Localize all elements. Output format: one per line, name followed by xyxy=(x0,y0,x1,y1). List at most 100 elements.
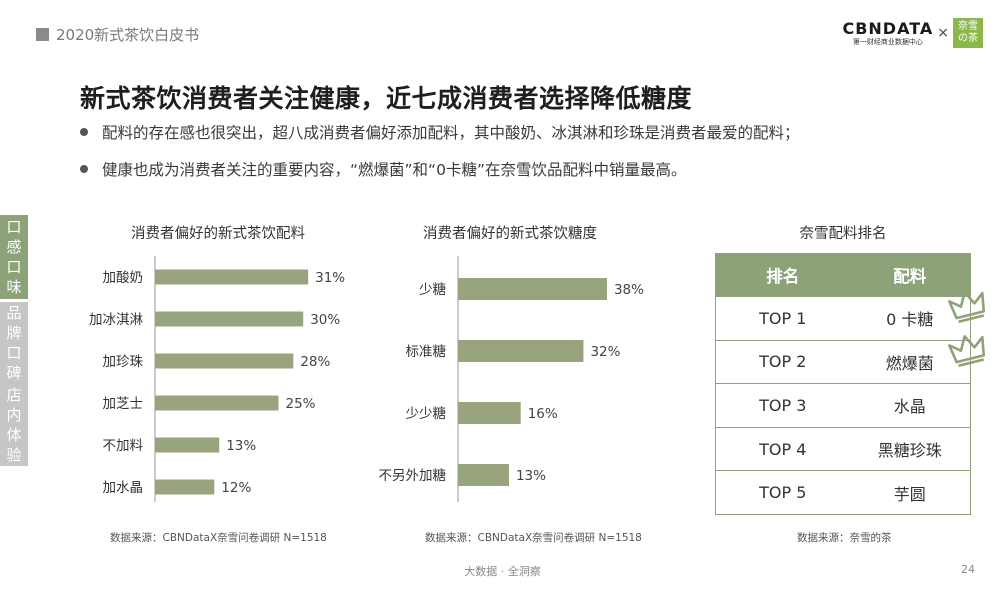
chart-bar xyxy=(458,278,607,300)
brand-logos: CBNDATA 第一财经商业数据中心 × 奈雪の茶 xyxy=(842,18,983,48)
ranking-row: TOP 2 燃爆菌 xyxy=(715,334,986,384)
ranking-rank-cell: TOP 5 xyxy=(715,470,850,515)
side-tab-char: 口 xyxy=(6,258,22,276)
side-tab-char: 牌 xyxy=(6,324,22,342)
chart-value-label: 30% xyxy=(310,312,340,328)
bullet-text: 配料的存在感也很突出，超八成消费者偏好添加配料，其中酸奶、冰淇淋和珍珠是消费者最… xyxy=(102,124,800,142)
chart-category-label: 少糖 xyxy=(419,282,446,298)
chart-value-label: 31% xyxy=(315,270,345,286)
chart-bar xyxy=(155,353,294,369)
chart-category-label: 加水晶 xyxy=(103,480,144,496)
chart-category-label: 加冰淇淋 xyxy=(89,312,143,328)
chart-bar xyxy=(458,464,509,486)
report-title: 2020新式茶饮白皮书 xyxy=(56,26,200,44)
chart-value-label: 13% xyxy=(516,468,546,484)
chart-category-label: 加酸奶 xyxy=(103,270,144,286)
chart-sugar-source: 数据来源：CBNDataX奈雪问卷调研 N=1518 xyxy=(425,532,642,544)
ranking-item-cell: 水晶 xyxy=(849,383,971,428)
chart-toppings-source: 数据来源：CBNDataX奈雪问卷调研 N=1518 xyxy=(110,532,327,544)
chart-toppings: 加酸奶 31% 加冰淇淋 30% 加珍珠 28% 加芝士 25% 不加料 13% 加水晶 12% xyxy=(89,256,345,502)
chart-bar xyxy=(155,479,215,495)
times-sign: × xyxy=(937,25,949,41)
side-tab-char: 口 xyxy=(6,344,22,362)
side-tab-char: 店 xyxy=(6,386,22,404)
ranking-rank-cell: TOP 1 xyxy=(715,296,850,341)
page-number: 24 xyxy=(961,563,975,576)
side-tab-char: 碑 xyxy=(6,364,22,382)
ranking-item-cell: 黑糖珍珠 xyxy=(849,426,971,471)
ranking-item-cell: 燃爆菌 xyxy=(849,334,986,384)
side-tab-char: 感 xyxy=(6,238,22,256)
chart-category-label: 加珍珠 xyxy=(103,354,144,370)
side-tab-char: 口 xyxy=(6,218,22,236)
ranking-rank-cell: TOP 4 xyxy=(715,426,850,471)
crown-icon xyxy=(948,334,986,367)
cbndata-wordmark: CBNDATA xyxy=(842,18,934,38)
bullet-dot-icon xyxy=(80,128,88,136)
report-header: 2020新式茶饮白皮书 xyxy=(36,24,199,45)
bullet-item: 健康也成为消费者关注的重要内容，“燃爆菌”和“0卡糖”在奈雪饮品配料中销量最高。 xyxy=(80,158,800,180)
chart-value-label: 38% xyxy=(614,282,644,298)
chart-category-label: 标准糖 xyxy=(406,344,447,360)
chart-sugar-title: 消费者偏好的新式茶饮糖度 xyxy=(423,226,597,242)
ranking-rank-cell: TOP 3 xyxy=(715,383,850,428)
side-tab-char: 品 xyxy=(6,304,22,322)
footer-slogan: 大数据 · 全洞察 xyxy=(464,565,541,578)
chart-bar xyxy=(458,402,521,424)
ranking-row: TOP 3 水晶 xyxy=(715,383,971,428)
chart-bar xyxy=(155,395,279,411)
chart-category-label: 少少糖 xyxy=(406,406,447,422)
header-square-icon xyxy=(36,28,49,41)
ranking-row: TOP 1 0 卡糖 xyxy=(715,291,986,341)
chart-value-label: 12% xyxy=(221,480,251,496)
chart-category-label: 不另外加糖 xyxy=(379,468,447,484)
side-tab-store[interactable]: 店 内 体 验 xyxy=(0,384,28,466)
side-tab-taste[interactable]: 口 感 口 味 xyxy=(0,215,28,299)
chart-toppings-title: 消费者偏好的新式茶饮配料 xyxy=(131,226,305,242)
side-tab-char: 味 xyxy=(6,278,22,296)
ranking-item-label: 水晶 xyxy=(893,397,926,417)
ranking-header-rank: 排名 xyxy=(715,253,850,297)
ranking-source: 数据来源：奈雪的茶 xyxy=(797,532,892,544)
ranking-item-cell: 芋圆 xyxy=(849,470,971,515)
bullet-list: 配料的存在感也很突出，超八成消费者偏好添加配料，其中酸奶、冰淇淋和珍珠是消费者最… xyxy=(80,121,800,195)
chart-category-label: 不加料 xyxy=(103,438,144,454)
ranking-item-cell: 0 卡糖 xyxy=(849,291,986,341)
bullet-text: 健康也成为消费者关注的重要内容，“燃爆菌”和“0卡糖”在奈雪饮品配料中销量最高。 xyxy=(102,161,687,179)
ranking-header-row: 排名 配料 xyxy=(715,253,971,297)
chart-value-label: 32% xyxy=(590,344,620,360)
cbndata-subtitle: 第一财经商业数据中心 xyxy=(852,37,923,46)
ranking-rank-cell: TOP 2 xyxy=(715,339,850,384)
ranking-item-label: 0 卡糖 xyxy=(886,310,934,330)
chart-sugar: 少糖 38% 标准糖 32% 少少糖 16% 不另外加糖 13% xyxy=(379,256,644,502)
chart-bar xyxy=(155,311,304,327)
crown-icon xyxy=(948,291,986,323)
side-tab-char: 体 xyxy=(6,426,22,444)
side-tab-char: 内 xyxy=(6,406,22,424)
chart-bar xyxy=(155,269,309,285)
chart-value-label: 25% xyxy=(286,396,316,412)
chart-value-label: 28% xyxy=(300,354,330,370)
side-tab-brand[interactable]: 品 牌 口 碑 xyxy=(0,302,28,384)
ranking-item-label: 燃爆菌 xyxy=(885,353,934,373)
page-title: 新式茶饮消费者关注健康，近七成消费者选择降低糖度 xyxy=(80,84,693,113)
chart-bar xyxy=(155,437,220,453)
side-tab-char: 验 xyxy=(6,446,22,464)
ranking-body: TOP 1 0 卡糖 TOP 2 燃爆菌 TOP 3 水晶 TOP 4 黑糖珍珠 TOP 5 芋圆 xyxy=(715,291,986,515)
ranking-item-label: 芋圆 xyxy=(893,484,926,504)
bullet-item: 配料的存在感也很突出，超八成消费者偏好添加配料，其中酸奶、冰淇淋和珍珠是消费者最… xyxy=(80,121,800,143)
ranking-row: TOP 4 黑糖珍珠 xyxy=(715,426,971,471)
ranking-row: TOP 5 芋圆 xyxy=(715,470,971,515)
ranking-header-item: 配料 xyxy=(849,253,971,297)
chart-category-label: 加芝士 xyxy=(103,396,144,412)
ranking-title: 奈雪配料排名 xyxy=(799,226,887,242)
cbndata-logo: CBNDATA 第一财经商业数据中心 xyxy=(842,20,933,47)
ranking-item-label: 黑糖珍珠 xyxy=(877,441,942,461)
naixue-logo: 奈雪の茶 xyxy=(953,18,983,48)
chart-value-label: 16% xyxy=(528,406,558,422)
side-nav: 口 感 口 味 品 牌 口 碑 店 内 体 验 xyxy=(0,215,28,466)
bullet-dot-icon xyxy=(80,165,88,173)
chart-value-label: 13% xyxy=(226,438,256,454)
chart-bar xyxy=(458,340,584,362)
